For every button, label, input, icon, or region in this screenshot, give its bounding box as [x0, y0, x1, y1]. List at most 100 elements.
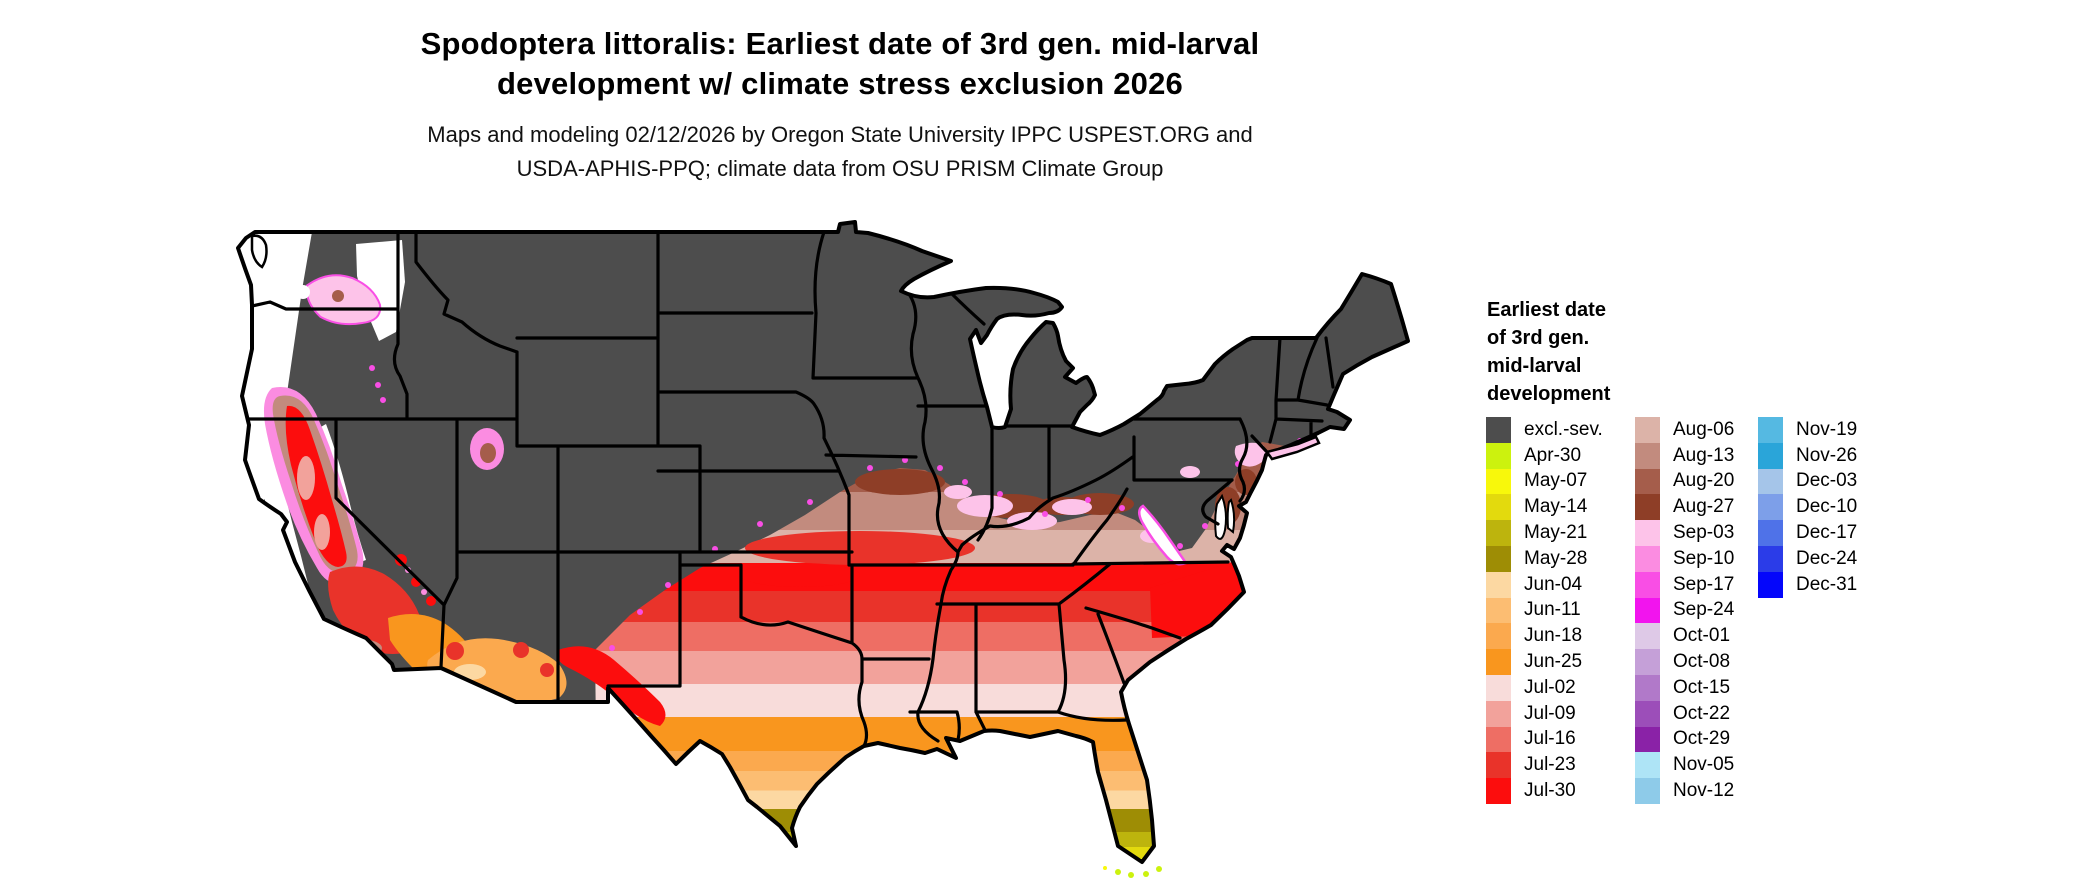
legend-swatch [1486, 623, 1511, 650]
map-speckle [369, 365, 375, 371]
legend-title-line: development [1487, 383, 1611, 405]
legend-item: Sep-24 [1635, 597, 1734, 624]
legend-label: Sep-10 [1673, 547, 1735, 569]
legend-item: Jun-11 [1486, 597, 1603, 624]
legend-swatch [1635, 752, 1660, 779]
legend-swatch [1635, 597, 1660, 624]
legend-label: Jun-25 [1524, 651, 1583, 673]
map-speckle [426, 596, 436, 606]
subtitle-line-1: Maps and modeling 02/12/2026 by Oregon S… [427, 122, 1253, 147]
legend-swatch [1486, 417, 1511, 443]
legend-label: Nov-19 [1796, 418, 1858, 440]
legend-item: May-21 [1486, 520, 1603, 546]
legend-swatch [1758, 520, 1783, 546]
map-region-nodata-n-idaho [356, 240, 405, 341]
legend-swatch [1758, 571, 1783, 598]
legend-item: Oct-22 [1635, 700, 1734, 727]
legend-swatch [1486, 494, 1511, 521]
map-patch-ca-salmon [297, 456, 315, 500]
legend-title-line: Earliest date [1487, 299, 1606, 321]
legend-item: Dec-24 [1758, 545, 1858, 572]
legend-swatch [1486, 468, 1511, 495]
legend-item: Dec-10 [1758, 494, 1857, 521]
legend-swatch [1486, 726, 1511, 753]
legend-item: Sep-03 [1635, 520, 1734, 546]
legend-label: Aug-27 [1673, 496, 1735, 518]
legend-label: Apr-30 [1524, 444, 1582, 466]
legend-label: Aug-06 [1673, 418, 1735, 440]
legend-label: Oct-01 [1673, 625, 1731, 647]
florida-keys [1103, 866, 1162, 878]
legend-item: Jul-02 [1486, 674, 1603, 701]
legend-label: Jun-04 [1524, 573, 1583, 595]
map-speckle [375, 382, 381, 388]
legend-item: Jul-16 [1486, 726, 1603, 753]
map-fringe-pink [1180, 466, 1200, 478]
legend-swatch [1758, 545, 1783, 572]
legend-label: May-14 [1524, 496, 1588, 518]
legend-item: Oct-01 [1635, 623, 1734, 650]
map-patch-wa-white [296, 285, 310, 299]
legend-item: Dec-03 [1758, 468, 1857, 495]
chesapeake-inlet [1226, 498, 1236, 534]
map-region-wa-basin [307, 276, 380, 324]
legend-item: Jul-30 [1486, 778, 1603, 804]
legend-label: Jul-02 [1524, 676, 1576, 698]
legend-label: Jul-23 [1524, 754, 1576, 776]
legend-item: Apr-30 [1486, 442, 1603, 469]
legend-swatch [1486, 520, 1511, 546]
legend-swatch [1635, 726, 1660, 753]
map-fringe-pink [1052, 499, 1092, 515]
legend-item: Aug-27 [1635, 494, 1735, 521]
map-patch-az-red [540, 663, 554, 677]
legend-swatch [1486, 545, 1511, 572]
legend-label: May-28 [1524, 547, 1588, 569]
legend-label: Dec-24 [1796, 547, 1858, 569]
legend-swatch [1635, 545, 1660, 572]
title-line-2: development w/ climate stress exclusion … [497, 66, 1183, 101]
legend-label: Jul-09 [1524, 702, 1576, 724]
map-patch-az-red [513, 642, 529, 658]
legend-label: Jul-30 [1524, 780, 1576, 802]
map-patch-az-red [446, 642, 464, 660]
map-speckle [421, 589, 427, 595]
legend-swatch [1635, 649, 1660, 675]
page-subtitle: Maps and modeling 02/12/2026 by Oregon S… [0, 118, 1680, 186]
legend-item: May-28 [1486, 545, 1603, 572]
legend-label: Nov-26 [1796, 444, 1858, 466]
legend-column-2: Aug-06 Aug-13 Aug-20 Aug-27 Sep-03 Sep-10 Sep-… [1635, 417, 1734, 804]
legend-label: Jul-16 [1524, 728, 1576, 750]
legend-label: Aug-13 [1673, 444, 1735, 466]
map-region-utah-brown [480, 443, 496, 463]
legend-item: Aug-13 [1635, 442, 1735, 469]
legend-item: Jun-25 [1486, 649, 1603, 675]
legend-label: Jun-11 [1524, 599, 1581, 621]
legend-item: Jun-04 [1486, 571, 1603, 598]
legend-label: May-21 [1524, 522, 1588, 544]
map-patch-ca-salmon [314, 514, 330, 550]
map-speckle [395, 554, 407, 566]
legend-item: excl.-sev. [1486, 417, 1603, 443]
legend-item: Aug-20 [1635, 468, 1735, 495]
legend-swatch [1758, 417, 1783, 443]
map-speckle [380, 397, 386, 403]
legend-item: Oct-15 [1635, 674, 1734, 701]
legend-swatch [1486, 674, 1511, 701]
chesapeake-inlet [1214, 493, 1227, 540]
legend-label: Oct-15 [1673, 676, 1731, 698]
legend-item: Dec-31 [1758, 571, 1858, 598]
legend-swatch [1486, 442, 1511, 469]
legend-label: Jun-18 [1524, 625, 1583, 647]
legend-label: Oct-29 [1673, 728, 1731, 750]
legend-label: Dec-31 [1796, 573, 1858, 595]
map-patch-aug27 [855, 469, 945, 495]
legend-column-3: Nov-19 Nov-26 Dec-03 Dec-10 Dec-17 Dec-24 Dec-… [1758, 417, 1857, 598]
legend-item: May-07 [1486, 468, 1603, 495]
legend-swatch [1486, 597, 1511, 624]
legend-item: Jun-18 [1486, 623, 1603, 650]
legend-item: Sep-17 [1635, 571, 1734, 598]
title-line-1: Spodoptera littoralis: Earliest date of … [420, 26, 1260, 61]
legend-swatch [1486, 649, 1511, 675]
legend-label: Aug-20 [1673, 470, 1735, 492]
